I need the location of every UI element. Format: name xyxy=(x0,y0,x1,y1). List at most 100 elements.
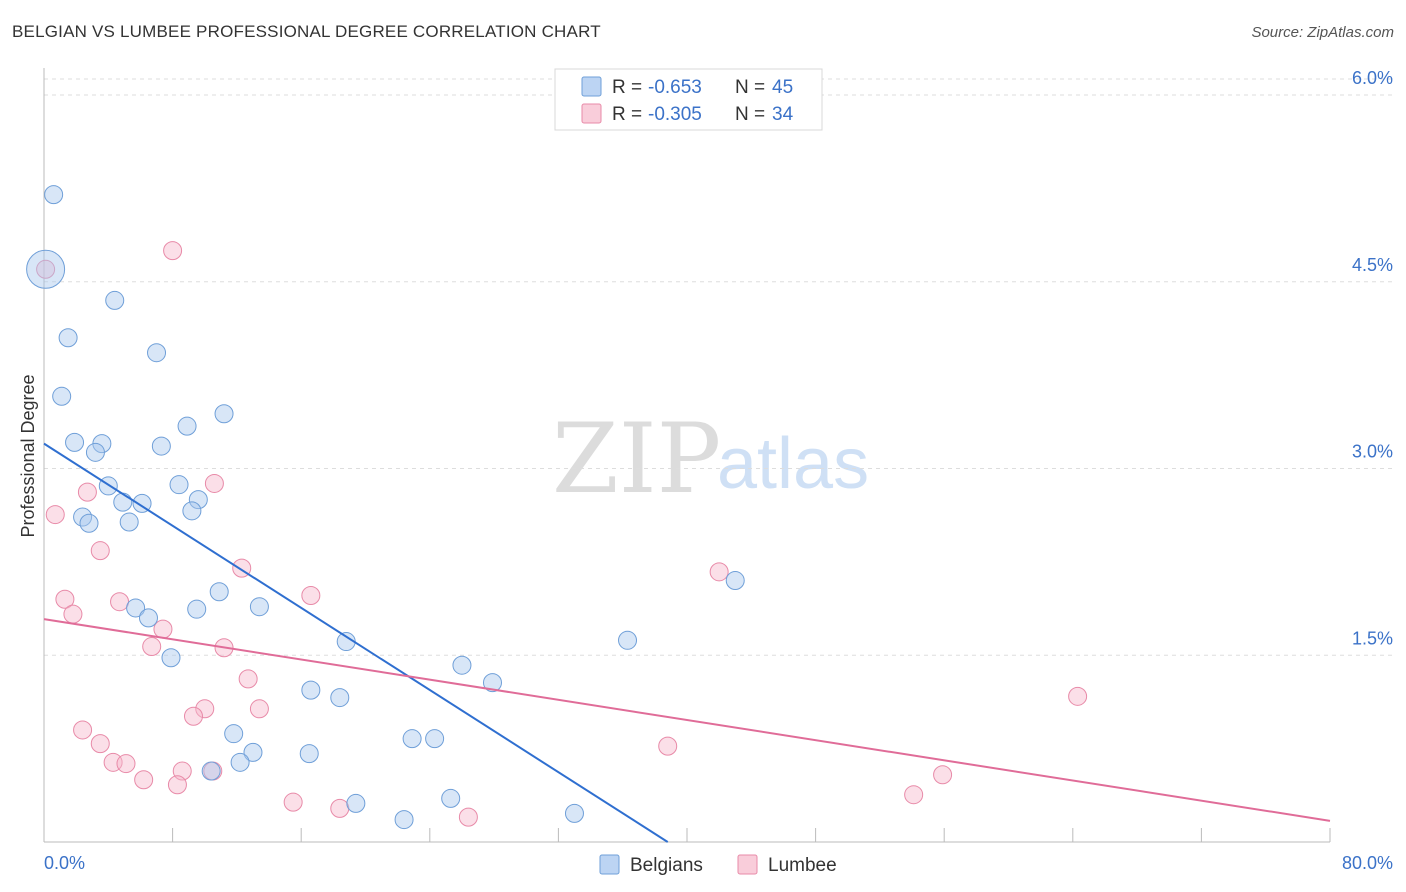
belgians-point xyxy=(52,386,72,406)
lumbee-r-value: -0.305 xyxy=(648,104,702,125)
trend-lines xyxy=(43,442,1331,843)
y-tick-label: 4.5% xyxy=(1352,255,1393,275)
lumbee-point xyxy=(658,736,678,756)
lumbee-point xyxy=(195,699,215,719)
lumbee-point xyxy=(134,770,154,790)
legend-belgians-label: Belgians xyxy=(630,855,703,876)
belgians-point xyxy=(330,688,350,708)
belgians-n-value: 45 xyxy=(772,77,793,98)
belgians-point xyxy=(44,185,64,205)
watermark: ZIP atlas xyxy=(552,403,869,515)
belgians-r-label: R = xyxy=(612,77,642,98)
belgians-point xyxy=(58,328,78,348)
belgians-point xyxy=(441,788,461,808)
lumbee-point xyxy=(45,505,65,525)
lumbee-point xyxy=(116,754,136,774)
belgians-point xyxy=(201,761,221,781)
belgians-point xyxy=(187,599,207,619)
legend-lumbee-swatch xyxy=(737,854,758,875)
lumbee-point xyxy=(904,785,924,805)
series-legend: Belgians Lumbee xyxy=(599,854,837,876)
lumbee-n-label: N = xyxy=(735,104,765,125)
y-axis-title: Professional Degree xyxy=(18,374,38,537)
lumbee-point xyxy=(90,541,110,561)
belgians-point xyxy=(425,729,445,749)
belgians-point xyxy=(85,442,105,462)
lumbee-point xyxy=(153,619,173,639)
lumbee-point xyxy=(283,792,303,812)
belgians-point xyxy=(725,571,745,591)
y-tick-label: 3.0% xyxy=(1352,442,1393,462)
x-tick-label-min: 0.0% xyxy=(44,853,85,873)
lumbee-trend-line xyxy=(43,618,1331,822)
belgians-point xyxy=(452,655,472,675)
watermark-zip: ZIP xyxy=(552,403,721,515)
belgians-point xyxy=(151,436,171,456)
lumbee-point xyxy=(63,604,83,624)
belgians-point xyxy=(243,742,263,762)
chart-title: BELGIAN VS LUMBEE PROFESSIONAL DEGREE CO… xyxy=(12,22,601,41)
stats-legend: R = -0.653 N = 45 R = -0.305 N = 34 xyxy=(554,68,823,131)
belgians-point xyxy=(394,810,414,830)
belgians-point xyxy=(214,404,234,424)
belgians-points xyxy=(26,185,745,830)
belgians-point xyxy=(132,493,152,513)
legend-lumbee-label: Lumbee xyxy=(768,855,837,876)
belgians-point xyxy=(169,475,189,495)
belgians-point xyxy=(79,513,99,533)
belgians-point xyxy=(346,793,366,813)
watermark-atlas: atlas xyxy=(717,424,869,504)
tick-labels: 1.5% 3.0% 4.5% 6.0% 0.0% 80.0% xyxy=(44,68,1393,873)
lumbee-point xyxy=(709,562,729,582)
belgians-point xyxy=(126,598,146,618)
belgians-r-value: -0.653 xyxy=(648,77,702,98)
lumbee-point xyxy=(183,706,203,726)
belgians-point xyxy=(105,290,125,310)
lumbee-point xyxy=(90,734,110,754)
belgians-point xyxy=(65,432,85,452)
lumbee-point xyxy=(204,473,224,493)
belgians-point xyxy=(224,724,244,744)
lumbee-point xyxy=(142,637,162,657)
belgians-point xyxy=(119,512,139,532)
lumbee-point xyxy=(167,775,187,795)
belgians-point xyxy=(482,673,502,693)
lumbee-n-value: 34 xyxy=(772,104,794,125)
lumbee-point xyxy=(163,241,183,261)
belgians-point xyxy=(161,648,181,668)
belgians-point xyxy=(147,343,167,363)
belgians-swatch xyxy=(581,76,602,97)
lumbee-point xyxy=(330,798,350,818)
lumbee-point xyxy=(1068,686,1088,706)
lumbee-point xyxy=(77,482,97,502)
lumbee-swatch xyxy=(581,103,602,124)
belgians-n-label: N = xyxy=(735,77,765,98)
belgians-point xyxy=(26,249,66,289)
y-tick-label: 6.0% xyxy=(1352,68,1393,88)
belgians-point xyxy=(299,744,319,764)
y-tick-label: 1.5% xyxy=(1352,628,1393,648)
lumbee-point xyxy=(249,699,269,719)
lumbee-r-label: R = xyxy=(612,104,642,125)
lumbee-point xyxy=(301,585,321,605)
belgians-point xyxy=(138,608,158,628)
belgians-point xyxy=(188,490,208,510)
lumbee-point xyxy=(36,259,56,279)
lumbee-point xyxy=(110,592,130,612)
belgians-point xyxy=(249,597,269,617)
belgians-point xyxy=(177,416,197,436)
lumbee-point xyxy=(238,669,258,689)
legend-belgians-swatch xyxy=(599,854,620,875)
belgians-point xyxy=(564,803,584,823)
belgians-point xyxy=(182,501,202,521)
belgians-trend-line xyxy=(43,442,669,843)
axes xyxy=(43,68,1331,843)
belgians-point xyxy=(618,630,638,650)
source-label: Source: ZipAtlas.com xyxy=(1251,24,1394,41)
belgians-point xyxy=(209,582,229,602)
belgians-point xyxy=(402,729,422,749)
lumbee-point xyxy=(458,807,478,827)
lumbee-point xyxy=(55,589,75,609)
lumbee-point xyxy=(73,720,93,740)
belgians-point xyxy=(113,492,133,512)
